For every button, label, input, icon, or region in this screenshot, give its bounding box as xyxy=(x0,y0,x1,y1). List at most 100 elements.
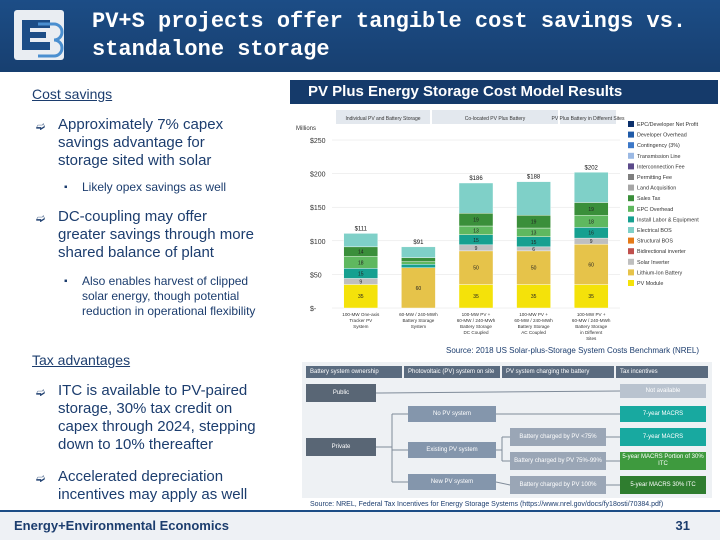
slide-title: PV+S projects offer tangible cost saving… xyxy=(92,8,712,64)
bullet-arrow-icon: ➫ xyxy=(36,473,46,485)
box-charged-100: Battery charged by PV 100% xyxy=(510,476,606,494)
box-charged-75-99: Battery charged by PV 75%-99% xyxy=(510,452,606,470)
bar-segment-label: 19 xyxy=(588,207,594,213)
legend-label: EPC/Developer Net Profit xyxy=(637,122,699,128)
x-category-label: Sites xyxy=(586,336,597,341)
legend-label: Interconnection Fee xyxy=(637,164,685,170)
box-public: Public xyxy=(306,384,376,402)
box-5yr-portion-itc: 5-year MACRS Portion of 30% ITC xyxy=(620,452,706,470)
bullet-line: DC-coupling may offer xyxy=(58,208,207,225)
title-line-2: standalone storage xyxy=(92,37,330,62)
bar-total-label: $188 xyxy=(527,175,541,181)
legend-label: Bidirectional inverter xyxy=(637,249,686,255)
legend-label: PV Module xyxy=(637,281,663,287)
title-bar: PV+S projects offer tangible cost saving… xyxy=(0,0,720,72)
tax-incentive-diagram: Battery system ownership Photovoltaic (P… xyxy=(302,362,712,498)
y-tick-label: $200 xyxy=(310,172,326,179)
legend-label: Contingency (3%) xyxy=(637,143,680,149)
sub-line: Also enables harvest of clipped xyxy=(82,274,249,288)
bar-segment-label: 50 xyxy=(531,266,537,272)
bar-segment-label: 18 xyxy=(588,219,594,225)
bullet-line: down to 10% thereafter xyxy=(58,436,214,453)
box-charged-lt75: Battery charged by PV <75% xyxy=(510,428,606,446)
sub-line: reduction in operational flexibility xyxy=(82,304,256,318)
bar-segment-label: 9 xyxy=(590,239,593,245)
legend-swatch xyxy=(628,163,634,170)
tax-diagram-connectors xyxy=(375,390,621,486)
bar-segment xyxy=(516,181,551,216)
cost-savings-heading: Cost savings xyxy=(32,86,113,102)
x-category-label: Battery Storage xyxy=(402,318,434,323)
bullet-itc: ITC is available to PV-paired storage, 3… xyxy=(58,382,294,454)
legend-label: Land Acquisition xyxy=(637,186,676,192)
bullet-depreciation: Accelerated depreciation incentives may … xyxy=(58,468,294,504)
bar-segment-label: 35 xyxy=(588,294,594,300)
y-axis-unit: Millions xyxy=(296,126,316,132)
bar-segment xyxy=(401,264,436,268)
sub-bullet-dot: ▪ xyxy=(64,182,68,193)
chart-source: Source: 2018 US Solar-plus-Storage Syste… xyxy=(446,346,699,355)
page-number: 31 xyxy=(675,518,690,533)
sub-bullet-dot: ▪ xyxy=(64,276,68,287)
sub-bullet-opex: Likely opex savings as well xyxy=(82,180,227,194)
legend-swatch xyxy=(628,195,634,202)
x-category-label: Tracker PV xyxy=(349,318,373,323)
box-5yr-30itc: 5-year MACRS 30% ITC xyxy=(620,476,706,494)
legend-swatch xyxy=(628,152,634,159)
bullet-line: Accelerated depreciation xyxy=(58,468,224,485)
x-category-label: Battery Storage xyxy=(518,324,550,329)
bullet-line: Approximately 7% capex xyxy=(58,116,224,133)
group-header-band xyxy=(560,110,616,124)
bar-segment-label: 15 xyxy=(531,240,537,246)
bar-segment xyxy=(458,250,494,285)
legend-swatch xyxy=(628,269,634,276)
bullet-arrow-icon: ➫ xyxy=(36,387,46,399)
bar-segment-label: 9 xyxy=(475,246,478,252)
x-category-label: Battery Storage xyxy=(460,324,492,329)
x-category-label: 60-MW / 240-MWh xyxy=(572,318,611,323)
group-header-band xyxy=(432,110,558,124)
box-existing-pv: Existing PV system xyxy=(408,442,496,458)
y-tick-label: $- xyxy=(310,306,317,313)
sub-line: solar energy, though potential xyxy=(82,289,240,303)
bar-segment-label: 35 xyxy=(531,294,537,300)
bar-segment-label: 15 xyxy=(358,271,364,277)
box-not-available: Not available xyxy=(620,384,706,398)
legend-swatch xyxy=(628,280,634,286)
legend-swatch xyxy=(628,142,634,149)
bar-segment-label: 15 xyxy=(473,238,479,244)
legend-label: EPC Overhead xyxy=(637,207,673,213)
legend-swatch xyxy=(628,174,634,180)
y-tick-label: $250 xyxy=(310,138,326,145)
x-category-label: AC Coupled xyxy=(521,330,546,335)
bar-segment-label: 60 xyxy=(588,262,594,268)
footer-brand: Energy+Environmental Economics xyxy=(14,518,229,533)
group-header-band xyxy=(336,110,430,124)
legend-swatch xyxy=(628,131,634,138)
y-tick-label: $100 xyxy=(310,239,326,246)
x-category-label: 60-MW / 240-MWh xyxy=(457,318,496,323)
e3-logo-icon xyxy=(14,10,64,60)
box-private: Private xyxy=(306,438,376,456)
bar-segment-label: 19 xyxy=(531,220,537,226)
bar-segment xyxy=(401,246,436,258)
legend-swatch xyxy=(628,237,634,244)
bar-segment-label: 35 xyxy=(473,294,479,300)
x-category-label: 60-MW / 240-MWh xyxy=(399,312,438,317)
legend-swatch xyxy=(628,216,634,223)
bar-segment-label: 13 xyxy=(473,228,479,234)
box-no-pv: No PV system xyxy=(408,406,496,422)
bullet-line: greater savings through more xyxy=(58,226,254,243)
legend-label: Developer Overhead xyxy=(637,133,687,139)
bar-segment-label: 19 xyxy=(473,218,479,224)
sub-bullet-clipped: Also enables harvest of clipped solar en… xyxy=(82,274,288,319)
bullet-line: savings advantage for xyxy=(58,134,205,151)
chart-panel-title: PV Plus Energy Storage Cost Model Result… xyxy=(290,80,718,104)
group-header-label: Individual PV and Battery Storage xyxy=(345,116,420,122)
x-category-label: System xyxy=(411,324,426,329)
legend-label: Install Labor & Equipment xyxy=(637,217,699,223)
y-tick-label: $50 xyxy=(310,272,322,279)
bar-segment xyxy=(401,261,436,265)
bullet-line: ITC is available to PV-paired xyxy=(58,382,248,399)
box-7yr-macrs-2: 7-year MACRS xyxy=(620,428,706,446)
